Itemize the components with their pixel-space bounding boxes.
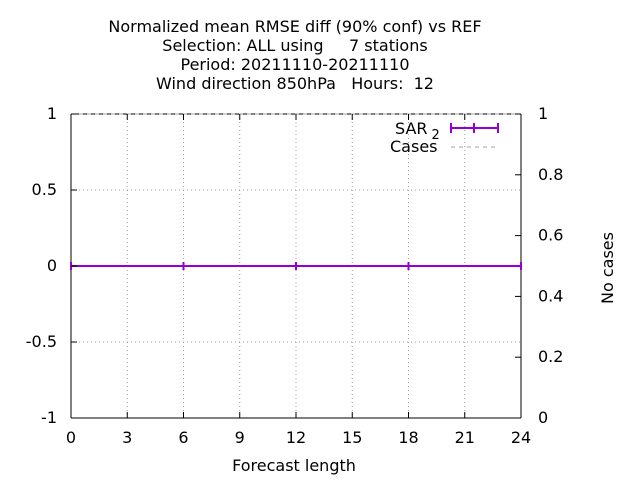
x-tick-label: 12	[286, 428, 306, 447]
x-tick-label: 15	[342, 428, 362, 447]
x-tick-label: 9	[235, 428, 245, 447]
y2-tick-label: 0.4	[538, 286, 563, 305]
x-tick-label: 24	[511, 428, 531, 447]
x-tick-label: 18	[398, 428, 418, 447]
y2-tick-label: 0.6	[538, 226, 563, 245]
right-y-axis-label: No cases	[598, 232, 617, 304]
y-tick-label: -1	[41, 408, 57, 427]
x-tick-label: 0	[66, 428, 76, 447]
y2-tick-label: 0	[538, 408, 548, 427]
legend-label-sar: SAR 2	[395, 119, 440, 143]
x-axis-label: Forecast length	[232, 456, 356, 475]
y2-tick-label: 0.2	[538, 347, 563, 366]
legend-label-cases: Cases	[390, 137, 438, 156]
x-tick-label: 6	[178, 428, 188, 447]
y2-tick-label: 1	[538, 104, 548, 123]
chart-title: Normalized mean RMSE diff (90% conf) vs …	[108, 17, 481, 93]
title-line-2: Selection: ALL using 7 stations	[162, 36, 427, 55]
ticks: 0 3 6 9 12 15 18 21 24 1 0.5 0 -0.5 -1 1 0.8 0.6 0.4 0.2 0	[26, 104, 564, 447]
legend-label-sar-subscript: 2	[432, 128, 440, 143]
title-line-4: Wind direction 850hPa Hours: 12	[156, 74, 434, 93]
legend-label-sar-name: SAR	[395, 119, 428, 138]
title-line-1: Normalized mean RMSE diff (90% conf) vs …	[108, 17, 481, 36]
x-tick-label: 21	[455, 428, 475, 447]
title-line-3: Period: 20211110-20211110	[180, 55, 409, 74]
x-tick-label: 3	[122, 428, 132, 447]
y-tick-label: 0	[47, 256, 57, 275]
y-tick-label: -0.5	[26, 332, 57, 351]
y2-tick-label: 0.8	[538, 165, 563, 184]
y-tick-label: 0.5	[32, 180, 57, 199]
y-tick-label: 1	[47, 104, 57, 123]
